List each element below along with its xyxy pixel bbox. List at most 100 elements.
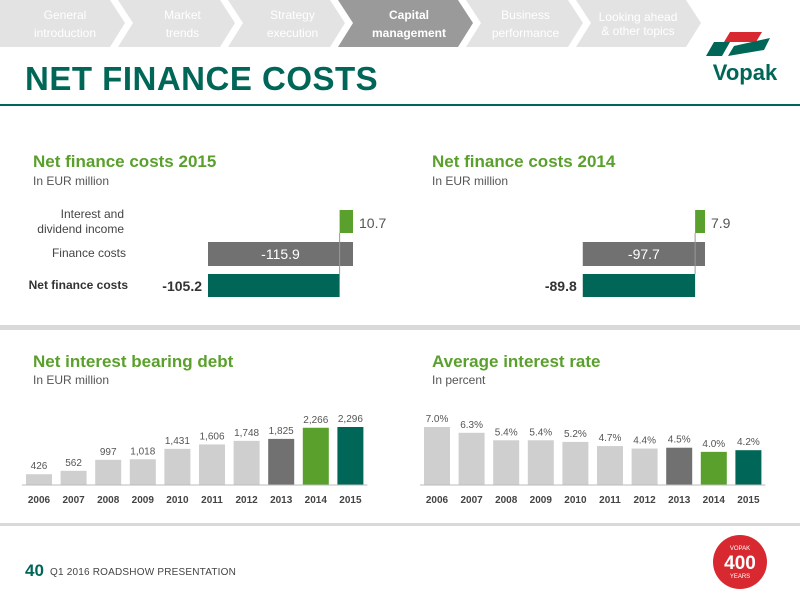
- logo-text: Vopak: [713, 60, 778, 85]
- rate-bar-2012: [631, 448, 658, 485]
- rate-tick-2006: 2006: [426, 495, 449, 506]
- badge-number: 400: [724, 553, 756, 574]
- label-interest-income: Interest and dividend income: [37, 207, 124, 236]
- debt-tick-2007: 2007: [62, 495, 85, 506]
- rate-bar-2011: [597, 446, 623, 485]
- badge-top: VOPAK: [730, 546, 750, 552]
- rate-bar-2009: [527, 440, 554, 485]
- debt-bar-2013: [268, 438, 295, 485]
- rate-value-2011: 4.7%: [599, 433, 622, 444]
- nfc2014-value-interest-income: 7.9: [711, 215, 731, 231]
- nfc2014-bar-net-finance-costs: [582, 274, 696, 297]
- debt-bar-2006: [26, 474, 52, 485]
- vopak-400-years-badge: VOPAK 400 YEARS: [712, 534, 768, 590]
- debt-bar-2015: [337, 427, 364, 485]
- badge-bottom: YEARS: [730, 574, 750, 580]
- rate-tick-2012: 2012: [633, 495, 656, 506]
- debt-value-2009: 1,018: [130, 446, 155, 457]
- debt-tick-2012: 2012: [235, 495, 258, 506]
- logo-red-mark: [724, 32, 762, 42]
- debt-value-2013: 1,825: [269, 426, 294, 437]
- nfc2015-value-net-finance-costs: -105.2: [162, 278, 202, 294]
- title-rule: [0, 104, 800, 106]
- logo-green-mark: [706, 42, 730, 56]
- nav-chevron-2[interactable]: [228, 0, 345, 47]
- nfc2015-bar-interest-income: [339, 210, 353, 233]
- waterfall-charts: 10.7 -115.9 -105.2 7.9 -97.7 -89.8: [162, 210, 731, 297]
- debt-tick-2014: 2014: [305, 495, 328, 506]
- page-title: NET FINANCE COSTS: [25, 60, 379, 97]
- rate-value-2006: 7.0%: [426, 414, 449, 425]
- debt-value-2014: 2,266: [303, 415, 328, 426]
- nav-chevron-0[interactable]: [0, 0, 125, 47]
- bottom-bar-charts: 426 2006 562 2007 997 2008 1,018 2009 1,431 2010 1…: [22, 414, 766, 506]
- debt-tick-2009: 2009: [132, 495, 155, 506]
- rate-tick-2014: 2014: [703, 495, 726, 506]
- nfc2014-value-net-finance-costs: -89.8: [545, 278, 577, 294]
- debt-title: Net interest bearing debt: [33, 352, 234, 371]
- nfc2015-value-finance-costs: -115.9: [261, 246, 300, 262]
- debt-tick-2008: 2008: [97, 495, 120, 506]
- rate-bar-2006: [424, 427, 450, 485]
- debt-value-2010: 1,431: [165, 436, 190, 447]
- nav-chevron-4[interactable]: [466, 0, 583, 47]
- section-navigation: General introduction Market trends Strateg…: [0, 0, 800, 47]
- nfc2015-subtitle: In EUR million: [33, 174, 110, 188]
- rate-tick-2010: 2010: [564, 495, 587, 506]
- rate-tick-2007: 2007: [460, 495, 483, 506]
- nfc2015-title: Net finance costs 2015: [33, 152, 217, 171]
- debt-value-2012: 1,748: [234, 428, 259, 439]
- footer-text: Q1 2016 ROADSHOW PRESENTATION: [50, 567, 237, 578]
- debt-tick-2010: 2010: [166, 495, 189, 506]
- nav-step-strategy-execution[interactable]: Strategy execution: [266, 7, 319, 40]
- rate-bar-2007: [458, 432, 485, 485]
- debt-subtitle: In EUR million: [33, 373, 110, 387]
- section-divider: [0, 325, 800, 330]
- rate-bar-2014: [700, 451, 727, 485]
- debt-value-2007: 562: [65, 458, 82, 469]
- nfc2015-value-interest-income: 10.7: [359, 215, 386, 231]
- nav-chevron-1[interactable]: [118, 0, 235, 47]
- debt-tick-2013: 2013: [270, 495, 293, 506]
- rate-value-2008: 5.4%: [495, 427, 518, 438]
- vopak-logo: Vopak: [700, 28, 790, 88]
- nav-step-capital-management[interactable]: Capital management: [371, 7, 447, 40]
- rate-bar-2010: [562, 441, 589, 485]
- rate-subtitle: In percent: [432, 373, 486, 387]
- rate-title: Average interest rate: [432, 352, 601, 371]
- rate-value-2015: 4.2%: [737, 437, 760, 448]
- nav-step-business-performance[interactable]: Business performance: [491, 7, 560, 40]
- rate-value-2014: 4.0%: [702, 439, 725, 450]
- nfc2015-bar-finance-costs: [208, 242, 353, 266]
- rate-value-2012: 4.4%: [633, 436, 656, 447]
- rate-bar-2008: [493, 440, 520, 485]
- debt-bar-2008: [95, 459, 122, 485]
- rate-value-2013: 4.5%: [668, 435, 691, 446]
- nav-step-general-introduction[interactable]: General introduction: [33, 7, 97, 40]
- rate-value-2010: 5.2%: [564, 429, 587, 440]
- nfc2014-bar-interest-income: [695, 210, 705, 233]
- nav-step-looking-ahead[interactable]: Looking ahead & other topics: [598, 9, 678, 38]
- rate-bar-2013: [666, 447, 693, 485]
- debt-bar-2014: [302, 427, 329, 485]
- nav-step-market-trends[interactable]: Market trends: [164, 7, 201, 40]
- debt-bar-2011: [199, 444, 225, 485]
- page-number: 40: [25, 561, 44, 580]
- logo-green-mark-2: [728, 38, 770, 56]
- debt-bar-2007: [60, 470, 87, 485]
- bottom-divider: [0, 523, 800, 526]
- rate-tick-2013: 2013: [668, 495, 691, 506]
- debt-tick-2011: 2011: [201, 495, 223, 506]
- nav-chevrons: [0, 0, 701, 47]
- nav-chevron-5[interactable]: [576, 0, 701, 47]
- debt-tick-2006: 2006: [28, 495, 51, 506]
- rate-tick-2015: 2015: [737, 495, 760, 506]
- label-net-finance-costs: Net finance costs: [28, 278, 128, 292]
- label-finance-costs: Finance costs: [51, 246, 126, 260]
- nav-chevron-3[interactable]: [338, 0, 473, 47]
- rate-tick-2008: 2008: [495, 495, 518, 506]
- nfc2015-bar-net-finance-costs: [208, 274, 340, 297]
- debt-bar-2010: [164, 448, 191, 485]
- debt-bar-2009: [129, 459, 156, 485]
- rate-value-2007: 6.3%: [460, 420, 483, 431]
